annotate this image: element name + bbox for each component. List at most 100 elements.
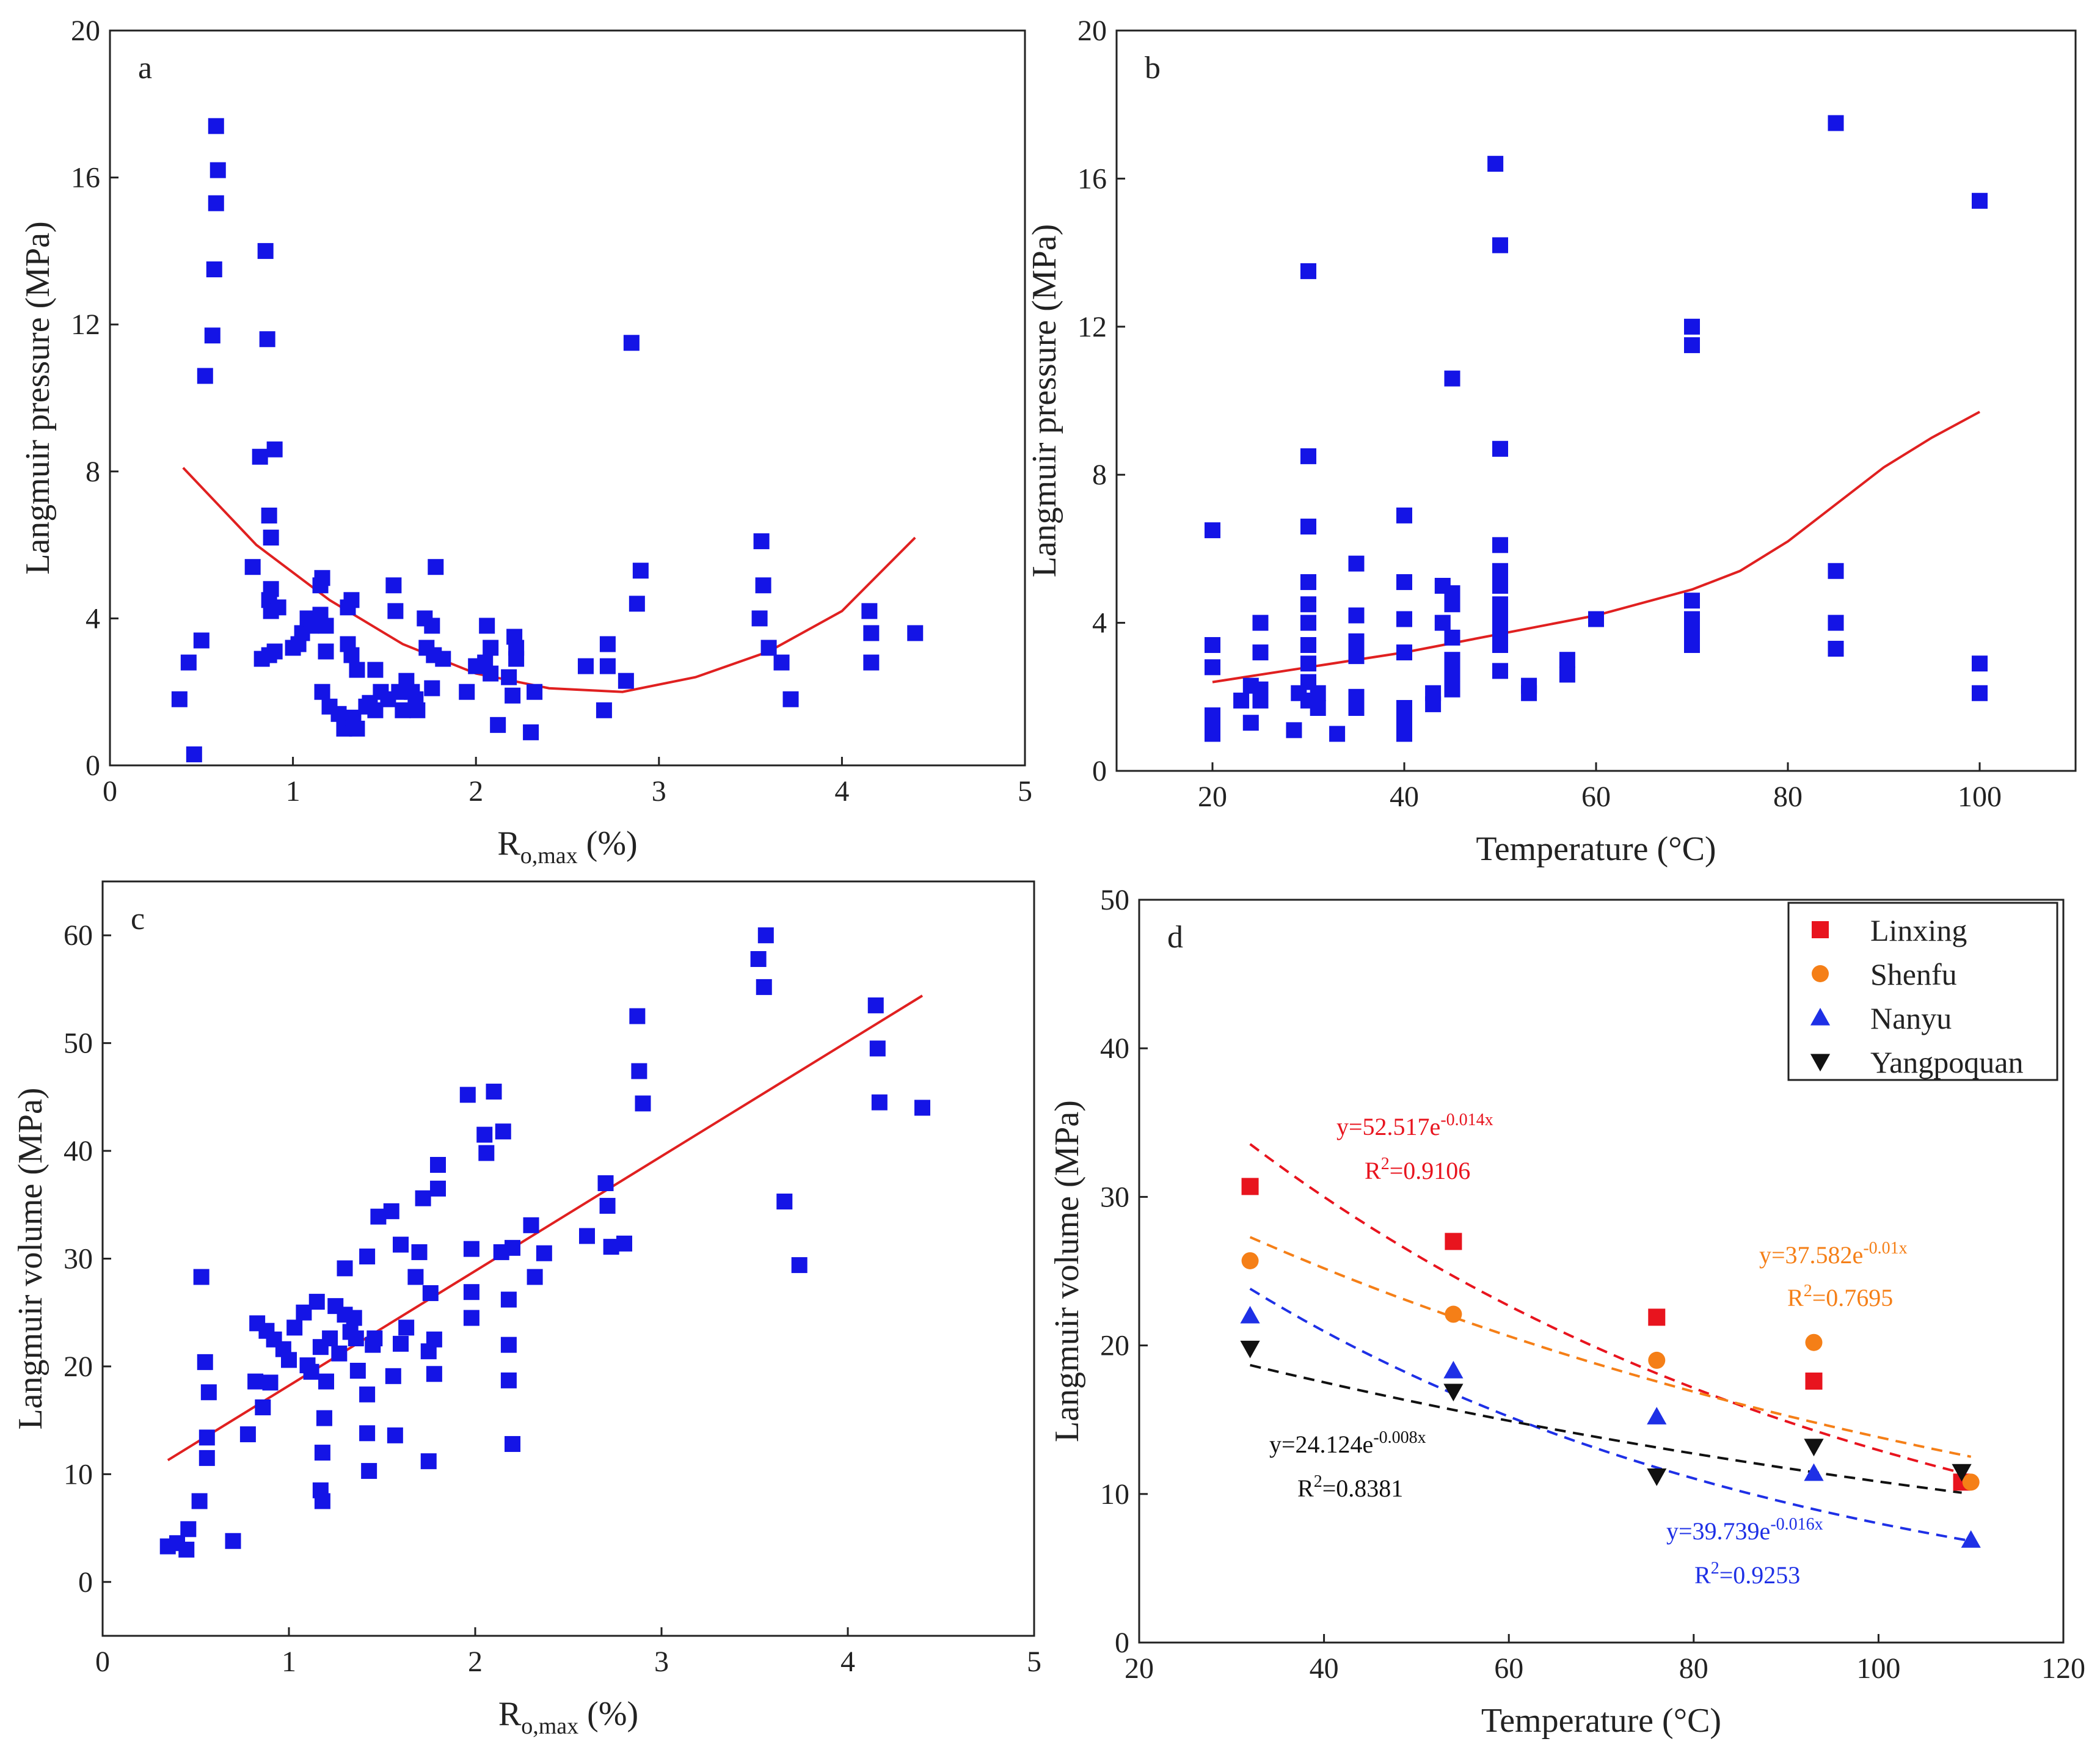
data-point xyxy=(430,1180,446,1197)
data-point xyxy=(1684,337,1700,354)
data-point-yangpoquan xyxy=(1240,1340,1260,1359)
data-point xyxy=(623,335,640,351)
data-point xyxy=(1300,448,1316,464)
data-point xyxy=(318,618,334,634)
data-point xyxy=(420,1453,437,1470)
data-point xyxy=(1434,615,1451,631)
data-point xyxy=(1492,237,1508,253)
data-point xyxy=(523,1217,539,1233)
data-point xyxy=(387,603,404,619)
data-point xyxy=(1492,578,1508,594)
y-tick-label: 40 xyxy=(1100,1032,1129,1065)
data-point xyxy=(1396,644,1412,661)
data-point xyxy=(359,1248,376,1264)
data-point xyxy=(1972,655,1988,672)
data-point xyxy=(308,1294,325,1310)
data-point xyxy=(577,658,594,674)
data-point-yangpoquan xyxy=(1443,1384,1464,1402)
data-point xyxy=(1444,596,1460,613)
x-tick-label: 3 xyxy=(654,1646,669,1678)
x-tick-label: 2 xyxy=(468,1646,483,1678)
data-point xyxy=(1348,633,1365,649)
data-point-nanyu xyxy=(1804,1463,1824,1481)
y-tick-label: 0 xyxy=(1115,1627,1129,1659)
data-point xyxy=(1972,685,1988,701)
data-point xyxy=(1972,192,1988,209)
data-point xyxy=(210,162,226,178)
y-tick-label: 12 xyxy=(1077,311,1107,343)
y-tick-label: 16 xyxy=(1077,162,1107,195)
panel-d: 20 40 60 80 100 120 0 10 20 30 40 50 d Temperature (°… xyxy=(1048,884,2085,1740)
r-squared-symbol: R xyxy=(1297,1475,1314,1502)
data-point xyxy=(867,997,884,1013)
data-point xyxy=(343,647,360,663)
data-point xyxy=(527,1269,543,1285)
legend-marker-yangpoquan xyxy=(1810,1054,1831,1072)
data-point xyxy=(424,680,440,696)
x-tick-label: 100 xyxy=(1958,781,2002,813)
data-point xyxy=(1828,615,1844,631)
legend-marker-nanyu xyxy=(1810,1007,1831,1026)
data-point xyxy=(1444,681,1460,698)
legend-label-shenfu: Shenfu xyxy=(1870,957,1957,991)
x-tick-label: 3 xyxy=(652,775,666,808)
data-point xyxy=(361,1463,377,1479)
data-point xyxy=(407,1269,424,1285)
data-point xyxy=(1205,636,1220,653)
data-point xyxy=(596,702,612,718)
x-axis-title-unit: (%) xyxy=(578,825,638,863)
data-point xyxy=(1684,593,1700,609)
data-point xyxy=(366,1330,383,1347)
y-tick-label: 60 xyxy=(64,919,93,952)
panel-letter: d xyxy=(1167,920,1183,955)
x-axis-title-main: R xyxy=(498,1695,522,1733)
data-point xyxy=(750,951,767,968)
legend-label-yangpoquan: Yangpoquan xyxy=(1870,1045,2024,1079)
data-point xyxy=(1588,611,1604,627)
data-point xyxy=(632,563,649,579)
data-point xyxy=(618,673,634,689)
data-point xyxy=(426,1331,442,1348)
data-point xyxy=(337,1260,353,1277)
data-point xyxy=(760,640,777,656)
data-point xyxy=(435,651,451,667)
data-point xyxy=(459,684,475,700)
data-point xyxy=(314,684,330,700)
data-point xyxy=(244,559,261,575)
data-point xyxy=(180,654,197,671)
data-point xyxy=(753,533,770,550)
data-point xyxy=(428,559,444,575)
data-point xyxy=(208,195,224,211)
data-point-yangpoquan xyxy=(1647,1468,1667,1486)
data-point xyxy=(1828,563,1844,579)
data-point xyxy=(599,636,616,652)
y-axis-title: Langmuir pressure (MPa) xyxy=(1026,224,1063,578)
r-squared-symbol: R xyxy=(1787,1284,1804,1311)
data-point xyxy=(773,654,790,671)
data-point xyxy=(1300,519,1316,535)
legend-label-linxing: Linxing xyxy=(1870,913,1967,947)
x-axis-title-subscript: o,max xyxy=(520,843,578,869)
data-point xyxy=(1492,636,1508,653)
data-point xyxy=(1559,666,1575,683)
data-point xyxy=(346,1310,362,1326)
x-tick-label: 40 xyxy=(1390,781,1419,813)
data-point xyxy=(314,1493,330,1509)
y-tick-label: 20 xyxy=(71,15,100,47)
data-point xyxy=(208,118,224,134)
data-point xyxy=(1329,726,1346,742)
y-tick-label: 20 xyxy=(64,1351,93,1383)
data-point xyxy=(629,1008,646,1024)
data-point xyxy=(316,1410,332,1426)
x-axis-title-subscript: o,max xyxy=(521,1713,578,1739)
data-point xyxy=(1300,574,1316,590)
data-point xyxy=(1252,644,1269,661)
data-point xyxy=(1348,699,1365,716)
y-tick-label: 10 xyxy=(64,1458,93,1490)
fit-curve xyxy=(167,994,924,1462)
equation-base: y=37.582e xyxy=(1759,1241,1863,1269)
panel-letter: b xyxy=(1145,51,1161,86)
data-point xyxy=(1252,692,1269,709)
data-point xyxy=(281,1352,297,1368)
equation-exponent: -0.01x xyxy=(1863,1239,1907,1258)
